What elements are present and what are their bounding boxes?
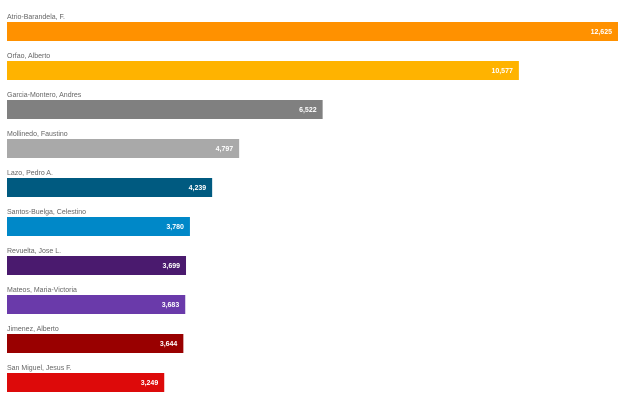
bar (7, 139, 240, 158)
bar (7, 61, 519, 80)
bar-label: Revuelta, Jose L. (7, 248, 61, 255)
bar (7, 295, 186, 314)
value-label: 3,780 (166, 224, 184, 231)
bar (7, 334, 184, 353)
bar-label: Santos-Buelga, Celestino (7, 209, 86, 216)
value-label: 3,644 (160, 341, 178, 348)
bar-label: San Miguel, Jesus F. (7, 365, 72, 372)
bar (7, 178, 213, 197)
bar-label: Mollinedo, Faustino (7, 131, 68, 138)
value-label: 3,683 (162, 302, 180, 309)
bar (7, 100, 323, 119)
bar-label: Jimenez, Alberto (7, 326, 59, 333)
bar (7, 256, 187, 275)
value-label: 12,625 (591, 29, 613, 36)
value-label: 3,249 (141, 380, 159, 387)
bar-label: Garcia-Montero, Andres (7, 92, 82, 99)
value-label: 3,699 (162, 263, 180, 270)
bar-label: Atrio-Barandela, F. (7, 14, 65, 21)
bar (7, 217, 190, 236)
value-label: 6,522 (299, 107, 317, 114)
bar (7, 373, 165, 392)
value-label: 4,239 (189, 185, 207, 192)
bar (7, 22, 618, 41)
bar-label: Lazo, Pedro A. (7, 170, 53, 177)
value-label: 10,577 (491, 68, 513, 75)
bar-label: Mateos, Maria-Victoria (7, 287, 77, 294)
value-label: 4,797 (216, 146, 234, 153)
bar-label: Orfao, Alberto (7, 53, 50, 60)
